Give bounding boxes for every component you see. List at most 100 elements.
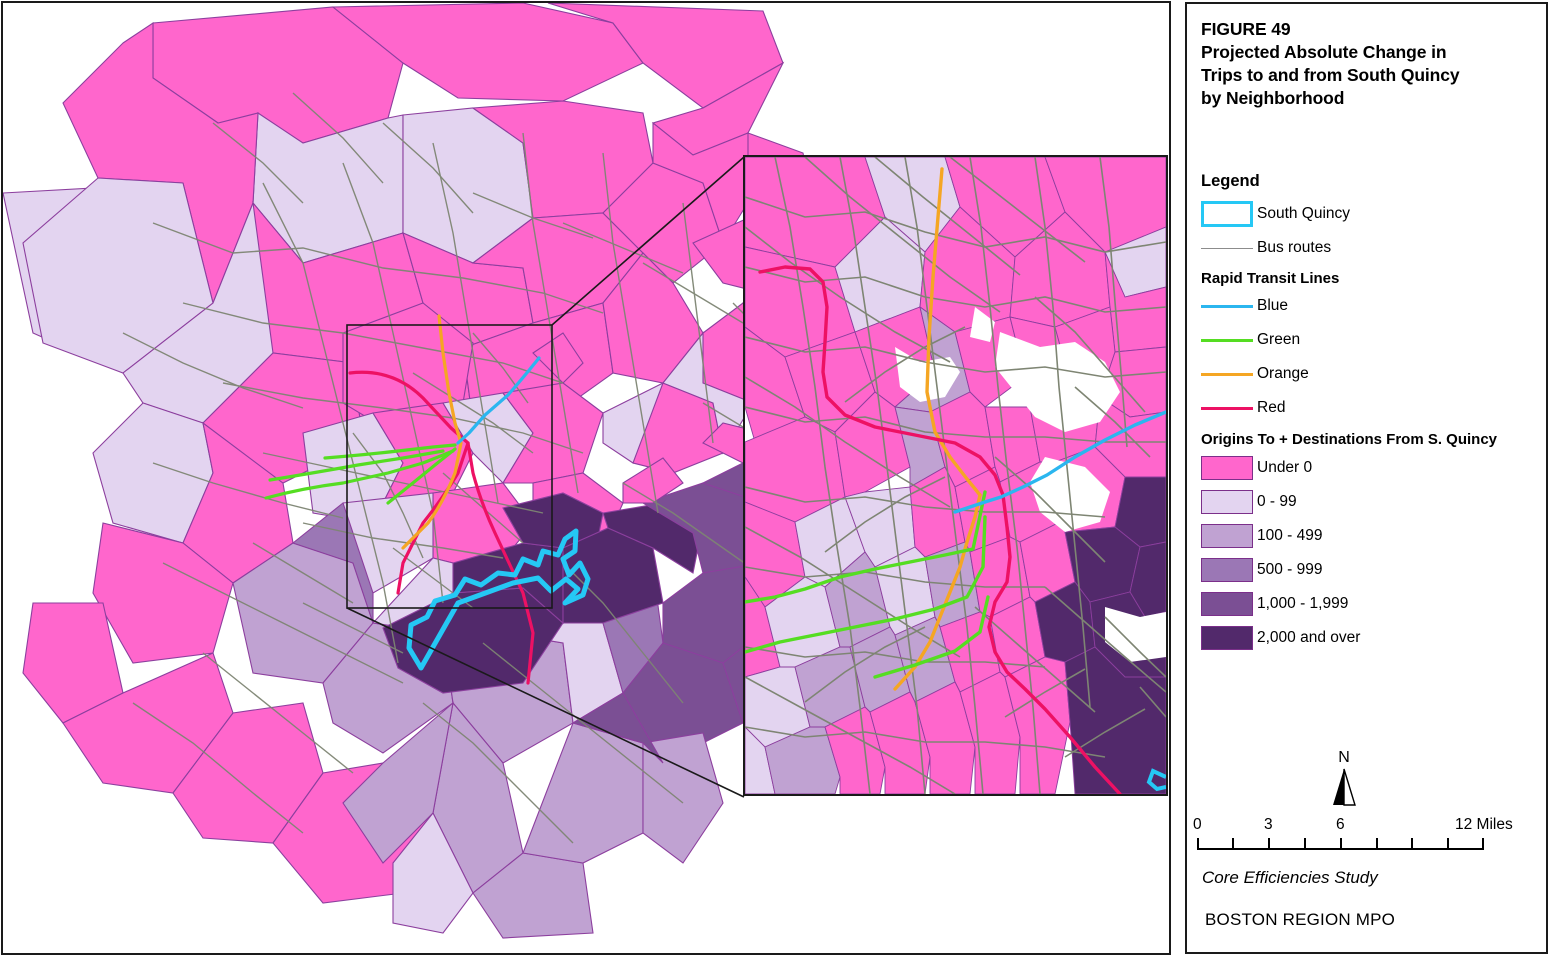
scale-tick-6: [1411, 838, 1413, 850]
scale-tick-1: [1232, 838, 1234, 850]
class-label-under-0: Under 0: [1257, 459, 1313, 477]
class-label-1000-1999: 1,000 - 1,999: [1257, 595, 1349, 613]
legend-item-label-bus-routes: Bus routes: [1257, 239, 1332, 257]
south-quincy-outline-swatch: [1201, 201, 1253, 228]
choropleth-heading: Origins To + Destinations From S. Quincy: [1201, 431, 1498, 449]
scale-tick-5: [1376, 838, 1378, 850]
class-swatch-500-999: [1201, 558, 1253, 583]
inset-blue-line: [983, 410, 1166, 504]
inset-green-line-3: [873, 595, 990, 679]
legend-item-label-south-quincy: South Quincy: [1257, 205, 1351, 223]
legend-item-bus-routes: Bus routes: [1201, 231, 1546, 265]
class-swatch-1000-1999: [1201, 592, 1253, 617]
red-line-swatch-cell: [1201, 406, 1257, 410]
scale-label-0: 0: [1193, 816, 1202, 833]
rapid-transit-layer: [264, 314, 541, 685]
legend-class-500-999: 500 - 999: [1201, 553, 1546, 587]
inset-red-line-south: [987, 493, 1122, 794]
scale-tick-3: [1304, 838, 1306, 850]
green-line-swatch-cell: [1201, 338, 1257, 342]
legend-item-green-line: Green: [1201, 323, 1546, 357]
figure-number: FIGURE 49: [1201, 19, 1291, 39]
north-arrow: N: [1322, 749, 1366, 811]
class-swatch-0-99: [1201, 490, 1253, 515]
inset-blue-line-tail: [953, 500, 987, 514]
class-label-500-999: 500 - 999: [1257, 561, 1323, 579]
legend-item-south-quincy: South Quincy: [1201, 197, 1546, 231]
scale-tick-8: [1482, 838, 1484, 850]
inset-locator-box: [346, 324, 553, 609]
red-line-swatch: [1201, 406, 1253, 410]
bus-routes-layer: [122, 92, 844, 844]
legend-class-0-99: 0 - 99: [1201, 485, 1546, 519]
class-swatch-100-499: [1201, 524, 1253, 549]
class-swatch-cell-0: [1201, 456, 1257, 481]
north-arrow-icon: [1333, 768, 1356, 806]
inset-south-quincy-highlight: [1146, 768, 1166, 792]
green-line-1: [264, 449, 455, 500]
inset-orange-line-south: [893, 493, 982, 691]
legend-item-red-line: Red: [1201, 391, 1546, 425]
class-label-2000-over: 2,000 and over: [1257, 629, 1361, 647]
legend-item-label-orange: Orange: [1257, 365, 1309, 383]
inset-choropleth-layer: [745, 157, 1166, 794]
inset-orange-line-north: [925, 167, 982, 497]
inset-detail-map-panel[interactable]: [743, 155, 1168, 796]
class-swatch-under-0: [1201, 456, 1253, 481]
scale-tick-2: [1268, 838, 1270, 850]
class-swatch-cell-5: [1201, 626, 1257, 651]
orange-line-swatch: [1201, 372, 1253, 376]
study-credit: Core Efficiencies Study: [1202, 868, 1378, 887]
scale-label-3: 3: [1264, 816, 1273, 833]
class-swatch-cell-2: [1201, 524, 1257, 549]
orange-line-swatch-cell: [1201, 372, 1257, 376]
inset-map-graphic[interactable]: [745, 157, 1166, 794]
figure-title-line-2: Trips to and from South Quincy: [1201, 65, 1460, 86]
class-swatch-cell-4: [1201, 592, 1257, 617]
class-label-100-499: 100 - 499: [1257, 527, 1323, 545]
blue-line-swatch-cell: [1201, 304, 1257, 308]
scale-label-12-miles: 12 Miles: [1455, 816, 1513, 833]
green-line-4: [386, 447, 457, 505]
figure-title-line-1: Projected Absolute Change in: [1201, 42, 1447, 63]
legend-panel: FIGURE 49 Projected Absolute Change in T…: [1185, 2, 1548, 954]
class-swatch-cell-3: [1201, 558, 1257, 583]
legend-class-2000-over: 2,000 and over: [1201, 621, 1546, 655]
legend-item-label-green: Green: [1257, 331, 1301, 349]
red-line-south: [466, 441, 535, 685]
orange-line: [401, 314, 463, 550]
south-quincy-highlight: [406, 528, 591, 671]
scale-bar: 0 3 6 12 Miles: [1193, 816, 1513, 862]
figure-title-line-3: by Neighborhood: [1201, 88, 1345, 109]
inset-bus-routes-layer: [745, 157, 1166, 794]
rapid-transit-heading: Rapid Transit Lines: [1201, 270, 1340, 288]
bus-routes-line-swatch: [1201, 247, 1253, 250]
legend-item-orange-line: Orange: [1201, 357, 1546, 391]
scale-tick-4: [1340, 838, 1342, 850]
inset-rapid-transit-layer: [745, 167, 1166, 794]
legend-item-label-blue: Blue: [1257, 297, 1289, 315]
legend-heading: Legend: [1201, 172, 1260, 191]
inset-green-line-2: [745, 515, 987, 654]
scale-tick-7: [1447, 838, 1449, 850]
agency-credit: BOSTON REGION MPO: [1205, 910, 1396, 929]
inset-connector-lines: [346, 156, 745, 798]
red-line-north: [348, 370, 470, 445]
green-line-3: [323, 443, 457, 460]
south-quincy-swatch-cell: [1201, 201, 1257, 228]
blue-line-swatch: [1201, 304, 1253, 308]
class-swatch-2000-over: [1201, 626, 1253, 651]
legend-item-label-red: Red: [1257, 399, 1286, 417]
north-arrow-label: N: [1338, 749, 1350, 766]
blue-line: [456, 356, 541, 445]
legend-class-under-0: Under 0: [1201, 451, 1546, 485]
scale-tick-0: [1197, 838, 1199, 850]
legend-class-100-499: 100 - 499: [1201, 519, 1546, 553]
inset-red-line-west: [758, 265, 1005, 497]
red-line-branch: [396, 441, 470, 595]
class-label-0-99: 0 - 99: [1257, 493, 1297, 511]
legend-item-blue-line: Blue: [1201, 289, 1546, 323]
green-line-swatch: [1201, 338, 1253, 342]
green-line-2: [268, 449, 445, 482]
